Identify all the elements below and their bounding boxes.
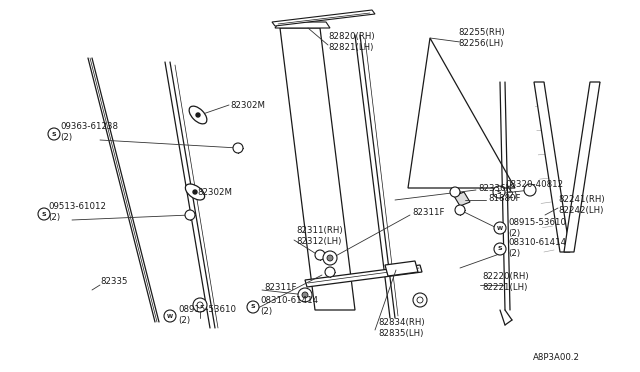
Circle shape (193, 190, 197, 194)
Text: 82335: 82335 (100, 278, 127, 286)
Polygon shape (305, 265, 422, 287)
Text: W: W (497, 225, 503, 231)
Polygon shape (275, 22, 330, 28)
Text: 82220(RH)
82221(LH): 82220(RH) 82221(LH) (482, 272, 529, 292)
Text: 82336N: 82336N (478, 183, 512, 192)
Circle shape (247, 301, 259, 313)
Text: 81880F: 81880F (488, 193, 520, 202)
Ellipse shape (186, 184, 205, 200)
Circle shape (315, 250, 325, 260)
Circle shape (185, 210, 195, 220)
Polygon shape (385, 261, 418, 276)
Circle shape (524, 184, 536, 196)
Text: S: S (497, 189, 501, 195)
Circle shape (323, 251, 337, 265)
Text: 08310-61414
(2): 08310-61414 (2) (260, 296, 318, 316)
Circle shape (455, 205, 465, 215)
Circle shape (38, 208, 50, 220)
Text: 09363-61238
(2): 09363-61238 (2) (60, 122, 118, 142)
Circle shape (493, 186, 505, 198)
Circle shape (494, 243, 506, 255)
Text: 08310-61414
(2): 08310-61414 (2) (508, 238, 566, 258)
Circle shape (417, 297, 423, 303)
Circle shape (48, 128, 60, 140)
Text: 08320-40812
(2): 08320-40812 (2) (505, 180, 563, 200)
Circle shape (233, 143, 243, 153)
Text: A8P3A00.2: A8P3A00.2 (533, 353, 580, 362)
Circle shape (196, 113, 200, 117)
Text: 82834(RH)
82835(LH): 82834(RH) 82835(LH) (378, 318, 424, 338)
Text: 09513-61012
(2): 09513-61012 (2) (48, 202, 106, 222)
Text: S: S (42, 212, 46, 217)
Polygon shape (534, 82, 570, 252)
Text: 82311(RH)
82312(LH): 82311(RH) 82312(LH) (296, 226, 342, 246)
Circle shape (325, 267, 335, 277)
Polygon shape (408, 38, 515, 188)
Text: 82302M: 82302M (197, 187, 232, 196)
Polygon shape (454, 192, 470, 206)
Text: 82241(RH)
82242(LH): 82241(RH) 82242(LH) (558, 195, 605, 215)
Circle shape (197, 302, 203, 308)
Ellipse shape (189, 106, 207, 124)
Circle shape (193, 298, 207, 312)
Polygon shape (272, 10, 375, 26)
Text: 82255(RH)
82256(LH): 82255(RH) 82256(LH) (458, 28, 504, 48)
Text: 08915-53610
(2): 08915-53610 (2) (508, 218, 566, 238)
Polygon shape (564, 82, 600, 252)
Polygon shape (280, 28, 355, 310)
Text: 82311F: 82311F (412, 208, 445, 217)
Circle shape (298, 288, 312, 302)
Text: 82302M: 82302M (230, 100, 265, 109)
Text: 08915-53610
(2): 08915-53610 (2) (178, 305, 236, 325)
Text: W: W (167, 314, 173, 318)
Text: 82311F: 82311F (264, 283, 296, 292)
Circle shape (327, 255, 333, 261)
Circle shape (164, 310, 176, 322)
Circle shape (494, 222, 506, 234)
Text: 82820(RH)
82821(LH): 82820(RH) 82821(LH) (328, 32, 374, 52)
Circle shape (302, 292, 308, 298)
Text: S: S (498, 247, 502, 251)
Text: S: S (251, 305, 255, 310)
Circle shape (450, 187, 460, 197)
Text: S: S (52, 131, 56, 137)
Circle shape (413, 293, 427, 307)
